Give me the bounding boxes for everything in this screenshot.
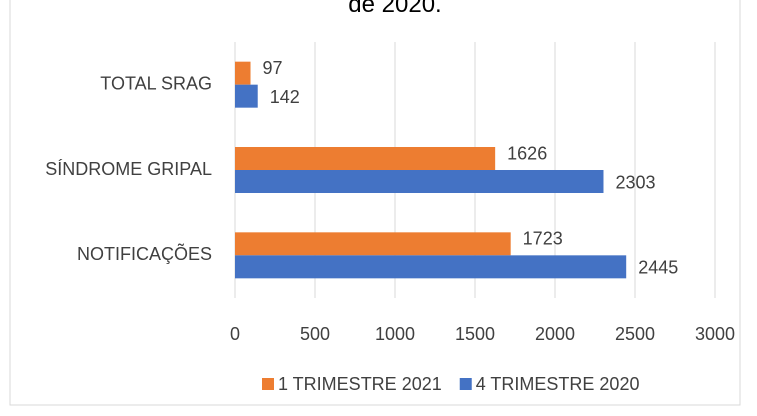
bar: [235, 84, 258, 108]
legend-label: 1 TRIMESTRE 2021: [278, 374, 442, 394]
data-label: 2303: [615, 172, 655, 192]
chart-frame: [9, 0, 741, 406]
x-tick-label: 1000: [375, 324, 415, 344]
x-tick-label: 1500: [455, 324, 495, 344]
bar: [235, 147, 496, 170]
x-tick-label: 2500: [615, 324, 655, 344]
bar: [235, 170, 604, 193]
x-tick-label: 500: [300, 324, 330, 344]
y-tick-label: NOTIFICAÇÕES: [77, 243, 212, 264]
data-label: 1723: [523, 229, 563, 249]
data-label: 2445: [638, 258, 678, 278]
y-tick-label: TOTAL SRAG: [100, 73, 212, 93]
legend-swatch: [459, 378, 472, 390]
bar: [235, 255, 627, 279]
bar: [235, 232, 511, 256]
chart-title: de 2020.: [348, 0, 441, 18]
x-tick-label: 2000: [535, 324, 575, 344]
legend-label: 4 TRIMESTRE 2020: [476, 374, 640, 394]
legend-swatch: [262, 378, 274, 390]
x-tick-label: 0: [230, 324, 240, 344]
data-label: 142: [270, 87, 300, 107]
data-label: 1626: [507, 143, 547, 163]
bar: [235, 61, 251, 85]
x-tick-label: 3000: [695, 324, 735, 344]
data-label: 97: [263, 58, 283, 78]
y-tick-label: SÍNDROME GRIPAL: [45, 159, 212, 179]
